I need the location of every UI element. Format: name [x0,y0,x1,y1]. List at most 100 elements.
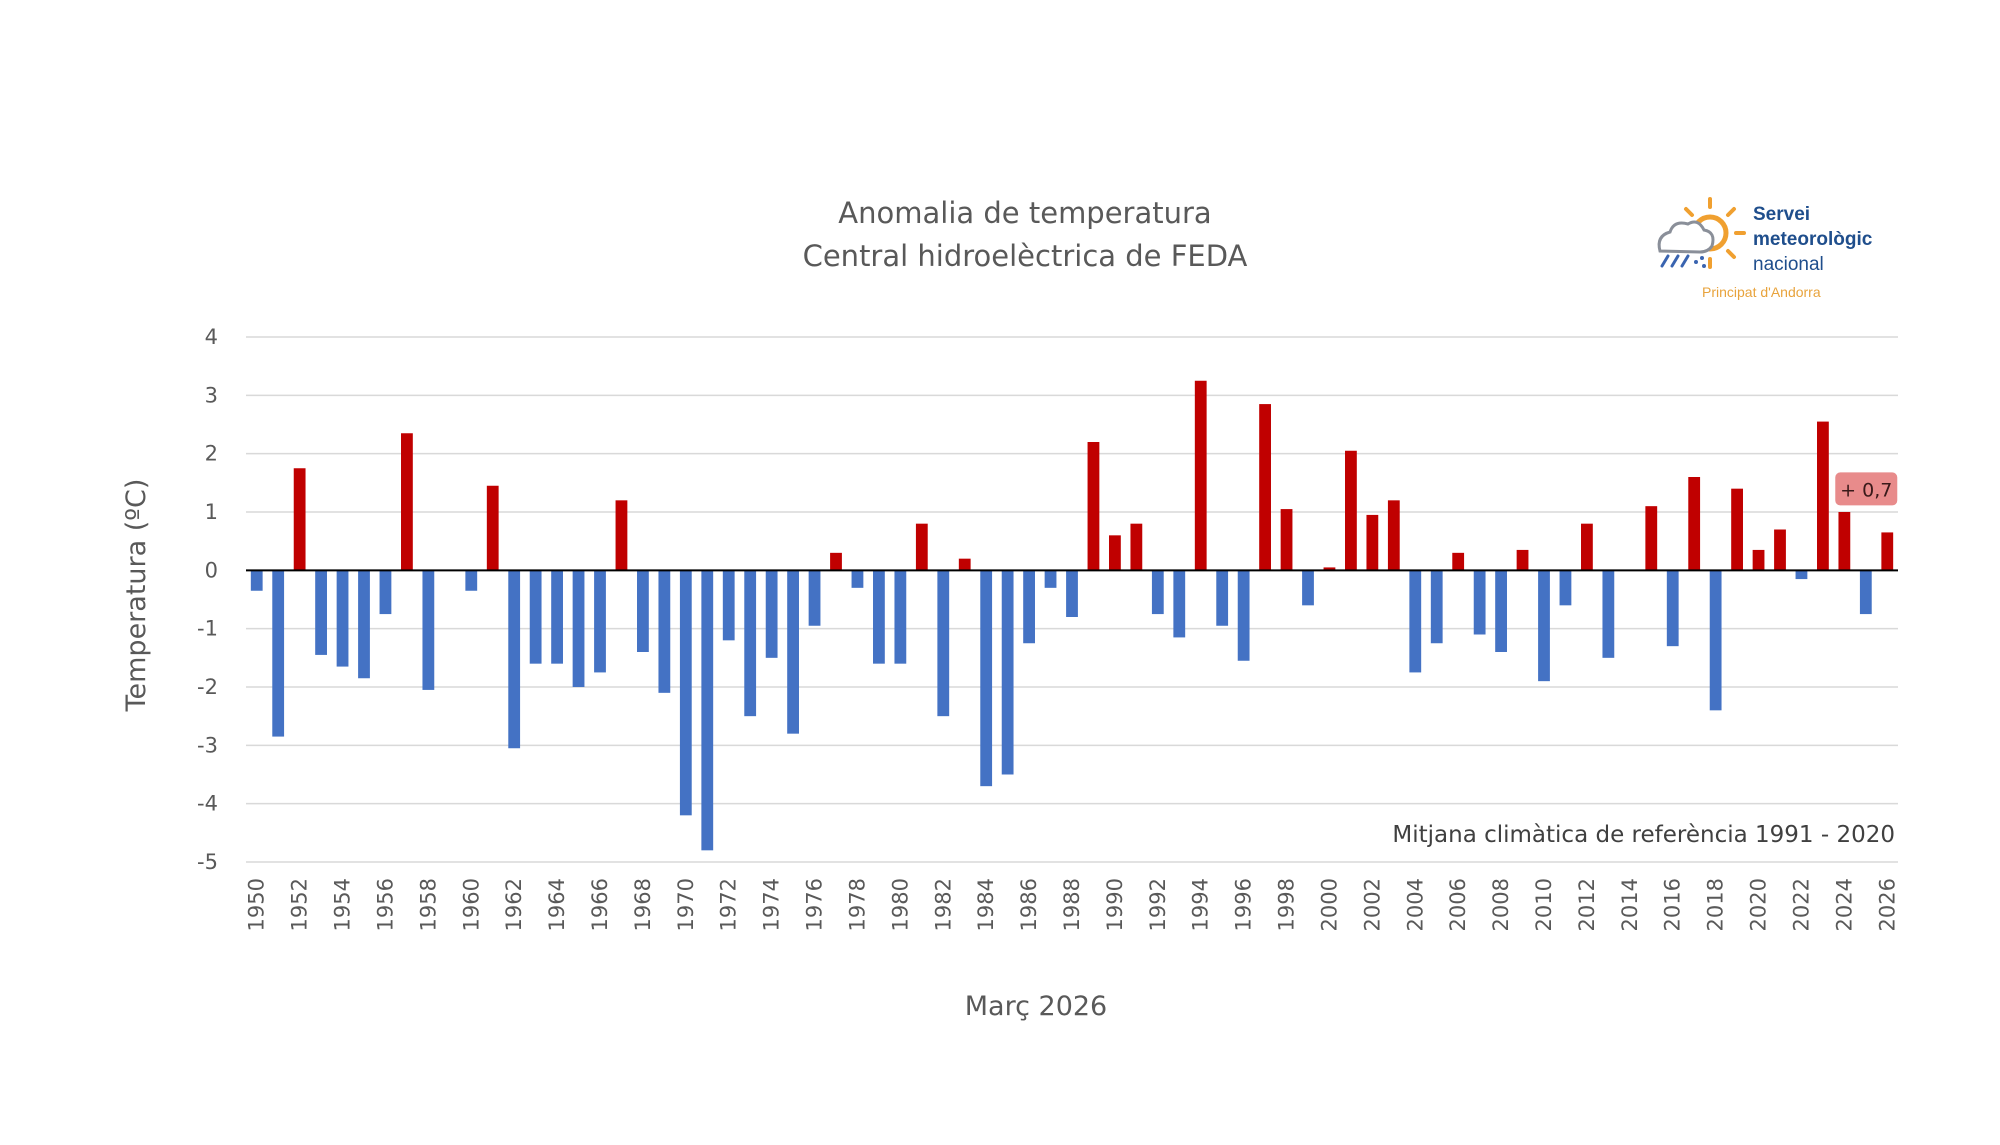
bar-2007 [1473,570,1486,635]
bar-1992 [1151,570,1164,615]
x-tick-label: 1974 [760,878,784,931]
x-tick-label: 1990 [1103,878,1127,931]
x-tick-label: 2006 [1446,878,1470,931]
y-tick-label: 0 [205,558,218,582]
bar-1972 [722,570,735,641]
x-tick-label: 2002 [1360,878,1384,931]
x-tick-label: 1994 [1189,878,1213,931]
x-tick-label: 1984 [974,878,998,931]
bar-1970 [679,570,692,816]
bar-2023 [1817,421,1829,571]
x-tick-label: 2026 [1875,878,1899,931]
y-tick-label: -5 [197,850,218,874]
bar-1969 [658,570,671,693]
x-tick-label: 1970 [674,878,698,931]
y-tick-label: -4 [197,792,218,816]
bar-2020 [1752,549,1765,571]
y-tick-label: 2 [205,442,218,466]
x-tick-label: 2016 [1661,878,1685,931]
x-tick-label: 1954 [331,878,355,931]
x-tick-label: 1996 [1232,878,1256,931]
x-axis-title: Març 2026 [965,991,1108,1022]
x-tick-label: 1960 [459,878,483,931]
bar-1954 [336,570,349,667]
bar-2005 [1430,570,1443,644]
y-tick-label: 3 [205,383,218,407]
bar-1980 [894,570,907,664]
bar-2021 [1774,529,1786,571]
bar-1950 [250,570,263,591]
logo-subtitle: Principat d'Andorra [1702,284,1821,300]
x-tick-label: 1980 [888,878,912,931]
logo-line-3: nacional [1753,254,1824,275]
x-tick-label: 1966 [588,878,612,931]
x-tick-label: 1956 [373,878,397,931]
bar-2009 [1516,549,1529,571]
y-tick-label: -3 [197,733,218,757]
bar-1990 [1109,535,1121,571]
bar-2016 [1666,570,1679,647]
x-tick-label: 1976 [803,878,827,931]
bar-1995 [1216,570,1229,626]
bar-1962 [508,570,521,749]
logo-line-2: meteorològic [1753,229,1873,250]
x-tick-label: 1958 [416,878,440,931]
x-tick-label: 1962 [502,878,526,931]
bar-1965 [572,570,585,687]
x-tick-label: 2008 [1489,878,1513,931]
y-tick-label: 4 [205,325,218,349]
chart-title: Anomalia de temperatura [838,196,1211,230]
x-tick-label: 1968 [631,878,655,931]
x-tick-label: 2012 [1575,878,1599,931]
bar-1997 [1259,404,1271,571]
y-tick-label: -1 [197,617,218,641]
bar-1994 [1194,380,1207,571]
bar-1961 [486,485,499,571]
y-tick-label: 1 [205,500,218,524]
bar-1964 [551,570,563,664]
bar-1981 [915,523,928,571]
bar-1985 [1001,570,1014,775]
bar-1977 [830,552,842,571]
x-tick-label: 1978 [845,878,869,931]
bar-2024 [1838,512,1851,571]
bar-1976 [808,570,821,626]
bar-2026 [1881,532,1894,571]
reference-note: Mitjana climàtica de referència 1991 - 2… [1392,822,1895,848]
x-tick-label: 2022 [1789,878,1813,931]
logo: Servei meteorològic nacional Principat d… [1657,197,1873,300]
bar-2004 [1409,570,1422,673]
bar-1988 [1066,570,1078,617]
bar-2011 [1559,570,1572,606]
bar-2012 [1581,523,1593,571]
last-value-label: + 0,7 [1840,479,1892,501]
bar-1955 [358,570,370,679]
bar-1966 [594,570,606,673]
bar-1986 [1023,570,1035,644]
bar-1987 [1044,570,1057,588]
bar-2006 [1452,552,1465,571]
x-tick-label: 1972 [717,878,741,931]
bar-1968 [637,570,649,652]
bar-1956 [379,570,392,615]
y-tick-label: -2 [197,675,218,699]
x-tick-label: 2020 [1747,878,1771,931]
x-tick-label: 2018 [1704,878,1728,931]
bar-2003 [1387,500,1400,571]
bar-1952 [293,468,306,571]
bar-2015 [1645,506,1658,571]
x-tick-label: 1952 [288,878,312,931]
bar-1978 [851,570,864,588]
gridlines [246,336,1898,863]
x-tick-label: 1964 [545,878,569,931]
bar-2025 [1859,570,1872,615]
logo-line-1: Servei [1753,204,1810,225]
x-tick-label: 1986 [1017,878,1041,931]
y-axis-title: Temperatura (ºC) [121,479,152,713]
bar-2013 [1602,570,1615,658]
bar-1984 [980,570,993,787]
x-tick-label: 1982 [931,878,955,931]
bars [250,380,1894,851]
x-tick-label: 2014 [1618,878,1642,931]
bar-2017 [1688,477,1701,571]
